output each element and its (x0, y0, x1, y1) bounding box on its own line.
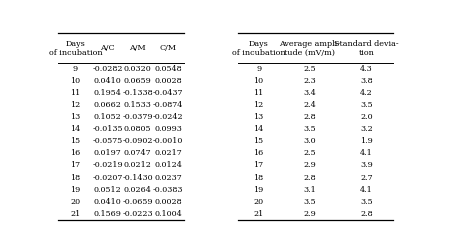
Text: 17: 17 (254, 162, 264, 170)
Text: 2.3: 2.3 (303, 77, 316, 85)
Text: 4.1: 4.1 (360, 185, 372, 194)
Text: 21: 21 (71, 210, 81, 218)
Text: 18: 18 (71, 174, 81, 181)
Text: 11: 11 (71, 89, 81, 97)
Text: 2.9: 2.9 (303, 162, 316, 170)
Text: -0.0010: -0.0010 (153, 137, 183, 145)
Text: 20: 20 (254, 198, 264, 206)
Text: -0.0902: -0.0902 (122, 137, 153, 145)
Text: -0.0207: -0.0207 (93, 174, 123, 181)
Text: 12: 12 (254, 101, 264, 109)
Text: 0.1004: 0.1004 (154, 210, 182, 218)
Text: -0.0659: -0.0659 (122, 198, 153, 206)
Text: 0.0747: 0.0747 (124, 149, 151, 158)
Text: 4.2: 4.2 (360, 89, 372, 97)
Text: C/M: C/M (160, 44, 177, 52)
Text: 3.9: 3.9 (360, 162, 372, 170)
Text: 3.5: 3.5 (303, 125, 316, 133)
Text: 0.0410: 0.0410 (94, 198, 122, 206)
Text: 2.8: 2.8 (303, 113, 316, 121)
Text: 2.7: 2.7 (360, 174, 372, 181)
Text: 3.5: 3.5 (360, 101, 372, 109)
Text: -0.0575: -0.0575 (93, 137, 123, 145)
Text: A/M: A/M (129, 44, 146, 52)
Text: Average ampli-
tude (mV/m): Average ampli- tude (mV/m) (279, 40, 340, 57)
Text: 0.0028: 0.0028 (154, 77, 182, 85)
Text: 0.0993: 0.0993 (154, 125, 182, 133)
Text: 18: 18 (254, 174, 264, 181)
Text: 4.1: 4.1 (360, 149, 372, 158)
Text: 15: 15 (254, 137, 264, 145)
Text: 2.8: 2.8 (303, 174, 316, 181)
Text: 3.5: 3.5 (360, 198, 372, 206)
Text: -0.0282: -0.0282 (92, 65, 123, 73)
Text: 3.5: 3.5 (303, 198, 316, 206)
Text: 0.0264: 0.0264 (124, 185, 151, 194)
Text: 17: 17 (71, 162, 81, 170)
Text: 2.5: 2.5 (303, 149, 316, 158)
Text: 0.0028: 0.0028 (154, 198, 182, 206)
Text: 2.4: 2.4 (303, 101, 316, 109)
Text: 13: 13 (71, 113, 81, 121)
Text: 0.0659: 0.0659 (124, 77, 151, 85)
Text: 19: 19 (71, 185, 81, 194)
Text: 0.0320: 0.0320 (124, 65, 151, 73)
Text: 0.1052: 0.1052 (94, 113, 122, 121)
Text: 3.0: 3.0 (303, 137, 316, 145)
Text: 15: 15 (71, 137, 81, 145)
Text: 16: 16 (71, 149, 81, 158)
Text: 3.1: 3.1 (303, 185, 316, 194)
Text: 0.0212: 0.0212 (124, 162, 151, 170)
Text: Days
of incubation: Days of incubation (49, 40, 102, 57)
Text: 21: 21 (254, 210, 264, 218)
Text: 0.0662: 0.0662 (94, 101, 122, 109)
Text: 2.0: 2.0 (360, 113, 372, 121)
Text: 10: 10 (254, 77, 264, 85)
Text: 2.9: 2.9 (303, 210, 316, 218)
Text: 0.0805: 0.0805 (124, 125, 151, 133)
Text: 0.1569: 0.1569 (94, 210, 122, 218)
Text: 20: 20 (71, 198, 81, 206)
Text: -0.0383: -0.0383 (153, 185, 183, 194)
Text: 2.5: 2.5 (303, 65, 316, 73)
Text: A/C: A/C (100, 44, 115, 52)
Text: 2.8: 2.8 (360, 210, 372, 218)
Text: 14: 14 (254, 125, 264, 133)
Text: 0.0512: 0.0512 (94, 185, 122, 194)
Text: 0.0197: 0.0197 (94, 149, 122, 158)
Text: -0.1338: -0.1338 (122, 89, 153, 97)
Text: 0.0410: 0.0410 (94, 77, 122, 85)
Text: 0.0217: 0.0217 (154, 149, 182, 158)
Text: 0.0124: 0.0124 (154, 162, 182, 170)
Text: 3.8: 3.8 (360, 77, 372, 85)
Text: -0.0223: -0.0223 (122, 210, 153, 218)
Text: 0.1954: 0.1954 (94, 89, 122, 97)
Text: 4.3: 4.3 (360, 65, 372, 73)
Text: 3.2: 3.2 (360, 125, 372, 133)
Text: -0.0874: -0.0874 (153, 101, 183, 109)
Text: 10: 10 (71, 77, 81, 85)
Text: 1.9: 1.9 (360, 137, 372, 145)
Text: -0.0437: -0.0437 (153, 89, 183, 97)
Text: 9: 9 (73, 65, 78, 73)
Text: 16: 16 (254, 149, 264, 158)
Text: 19: 19 (254, 185, 264, 194)
Text: 11: 11 (254, 89, 264, 97)
Text: 13: 13 (254, 113, 264, 121)
Text: 12: 12 (71, 101, 81, 109)
Text: 14: 14 (71, 125, 81, 133)
Text: Days
of incubation: Days of incubation (232, 40, 285, 57)
Text: Standard devia-
tion: Standard devia- tion (334, 40, 399, 57)
Text: -0.0379: -0.0379 (122, 113, 153, 121)
Text: -0.0219: -0.0219 (92, 162, 123, 170)
Text: 3.4: 3.4 (303, 89, 316, 97)
Text: -0.0242: -0.0242 (153, 113, 183, 121)
Text: -0.1430: -0.1430 (122, 174, 153, 181)
Text: 0.0548: 0.0548 (154, 65, 182, 73)
Text: 0.0237: 0.0237 (154, 174, 182, 181)
Text: -0.0135: -0.0135 (92, 125, 123, 133)
Text: 0.1533: 0.1533 (124, 101, 151, 109)
Text: 9: 9 (256, 65, 261, 73)
